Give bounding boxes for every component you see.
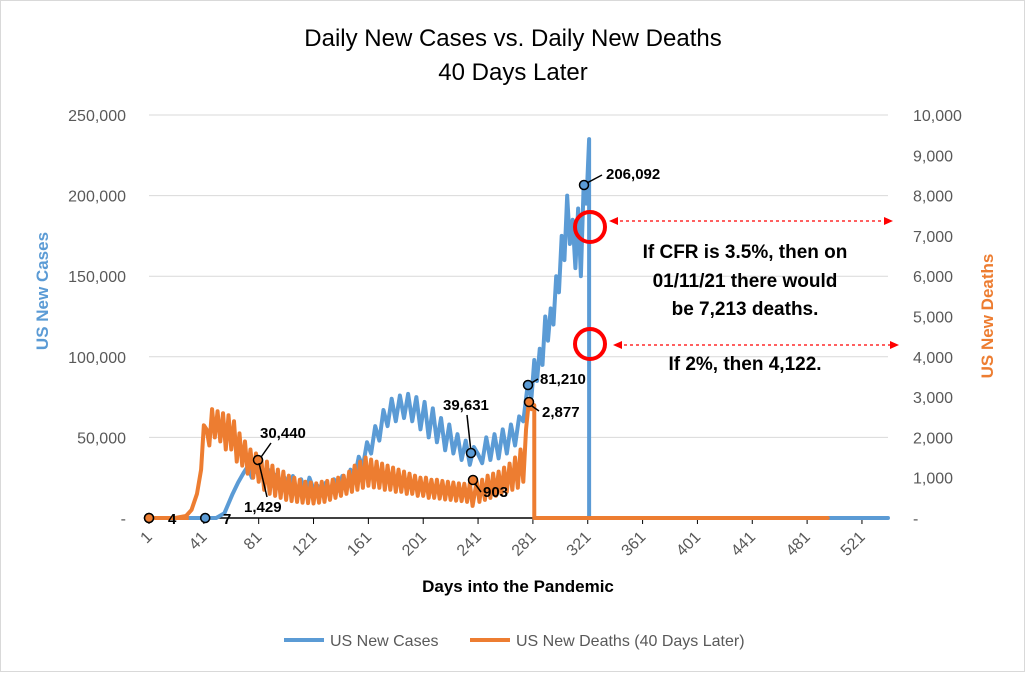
- annotation-text: If CFR is 3.5%, then on: [643, 242, 848, 263]
- y-left-tick-label: 200,000: [68, 189, 126, 206]
- data-label: 81,210: [540, 371, 586, 388]
- x-tick-label: 361: [619, 529, 650, 560]
- y-left-tick-label: 100,000: [68, 350, 126, 367]
- x-tick-label: 241: [454, 529, 485, 560]
- data-label: 2,877: [542, 404, 580, 421]
- y-right-tick-label: 8,000: [913, 189, 953, 206]
- data-point-marker: [143, 512, 155, 524]
- data-label: 4: [168, 511, 177, 528]
- x-tick-label: 321: [564, 529, 595, 560]
- y-left-tick-label: 250,000: [68, 108, 126, 125]
- x-tick-label: 281: [509, 529, 540, 560]
- data-label: 30,440: [260, 425, 306, 442]
- data-point-marker: [199, 512, 211, 524]
- x-tick-label: 1: [138, 529, 156, 547]
- x-tick-label: 201: [399, 529, 430, 560]
- legend-cases-label: US New Cases: [330, 633, 438, 650]
- legend-deaths-label: US New Deaths (40 Days Later): [516, 633, 745, 650]
- data-label: 903: [483, 484, 508, 501]
- annotation-text: 01/11/21 there would: [653, 271, 838, 292]
- y-right-tick-label: 4,000: [913, 350, 953, 367]
- chart-title-line-2: 40 Days Later: [438, 59, 587, 86]
- y-axis-right-ticks: - 1,000 2,000 3,000 4,000 5,000 6,000 7,000 8,00…: [913, 108, 962, 528]
- data-point-marker: [578, 179, 590, 191]
- legend: US New Cases US New Deaths (40 Days Late…: [284, 633, 745, 650]
- x-tick-label: 441: [728, 529, 759, 560]
- y-right-tick-label: 9,000: [913, 148, 953, 165]
- data-label: 1,429: [244, 499, 282, 516]
- y-right-tick-label: 7,000: [913, 229, 953, 246]
- series-deaths-line: [147, 400, 830, 520]
- y-left-tick-label: 50,000: [77, 430, 126, 447]
- y-axis-left-title: US New Cases: [33, 232, 52, 350]
- x-tick-label: 521: [838, 529, 869, 560]
- y-right-tick-label: 6,000: [913, 269, 953, 286]
- x-axis-ticks: 1 41 81 121 161 201 241 281 321 361 401 441 481 521: [138, 518, 869, 560]
- annotations: If CFR is 3.5%, then on 01/11/21 there wo…: [573, 210, 899, 375]
- data-point-marker: [467, 474, 479, 486]
- data-point-marker: [252, 454, 264, 466]
- data-labels: 4 7 30,440 1,429 39,631 903 81,210 2,877 206,092: [143, 166, 660, 528]
- y-axis-right-title: US New Deaths: [978, 254, 997, 379]
- y-right-tick-label: 2,000: [913, 430, 953, 447]
- data-label-leader: [258, 462, 268, 498]
- x-tick-label: 481: [783, 529, 814, 560]
- x-tick-label: 121: [289, 529, 320, 560]
- data-label: 39,631: [443, 397, 489, 414]
- data-point-marker: [465, 447, 477, 459]
- chart-title-line-1: Daily New Cases vs. Daily New Deaths: [304, 25, 721, 52]
- gridlines: [149, 114, 888, 519]
- annotation-circle: [573, 210, 607, 244]
- y-right-tick-label: -: [913, 511, 918, 528]
- y-right-tick-label: 10,000: [913, 108, 962, 125]
- y-right-tick-label: 1,000: [913, 471, 953, 488]
- y-right-tick-label: 3,000: [913, 390, 953, 407]
- y-left-tick-label: 150,000: [68, 269, 126, 286]
- data-point-marker: [523, 396, 535, 408]
- data-label-leader: [466, 414, 472, 453]
- data-point-marker: [522, 379, 534, 391]
- x-tick-label: 41: [186, 529, 211, 554]
- y-left-tick-label: -: [121, 511, 126, 528]
- data-label: 7: [223, 511, 231, 528]
- y-axis-left-ticks: - 50,000 100,000 150,000 200,000 250,000: [68, 108, 126, 528]
- annotation-text: be 7,213 deaths.: [672, 299, 819, 320]
- series-lines: [147, 137, 890, 520]
- y-right-tick-label: 5,000: [913, 310, 953, 327]
- x-tick-label: 161: [344, 529, 375, 560]
- annotation-circle: [573, 327, 607, 361]
- x-axis-title: Days into the Pandemic: [422, 577, 614, 596]
- x-tick-label: 81: [241, 529, 266, 554]
- x-tick-label: 401: [673, 529, 704, 560]
- annotation-text: If 2%, then 4,122.: [668, 354, 821, 375]
- data-label: 206,092: [606, 166, 660, 183]
